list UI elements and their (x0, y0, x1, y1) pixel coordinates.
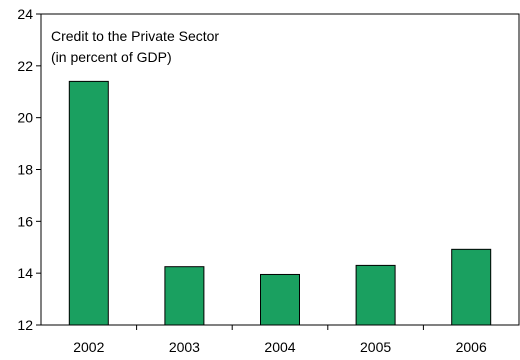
bars (68, 80, 492, 326)
bar-2004 (260, 273, 300, 326)
plot-area (40, 13, 520, 326)
x-tick-label: 2006 (456, 339, 487, 355)
bar-2002 (68, 80, 109, 326)
y-tick-label: 22 (17, 58, 33, 74)
bar-2005 (355, 264, 396, 326)
x-tick-label: 2005 (360, 339, 391, 355)
bar-2006 (451, 248, 492, 326)
y-tick-label: 14 (17, 265, 33, 281)
x-axis: 2002 2003 2004 2005 2006 (73, 325, 487, 355)
y-tick-label: 12 (17, 317, 33, 333)
y-tick-label: 16 (17, 213, 33, 229)
chart-subtitle: (in percent of GDP) (51, 49, 172, 65)
x-tick-label: 2004 (264, 339, 295, 355)
y-tick-label: 20 (17, 110, 33, 126)
chart-title: Credit to the Private Sector (51, 28, 219, 44)
y-tick-label: 18 (17, 162, 33, 178)
x-tick-label: 2002 (73, 339, 104, 355)
y-axis: 12 14 16 18 20 22 24 (17, 6, 41, 333)
bar-2003 (164, 266, 205, 326)
y-tick-label: 24 (17, 6, 33, 22)
x-tick-label: 2003 (169, 339, 200, 355)
